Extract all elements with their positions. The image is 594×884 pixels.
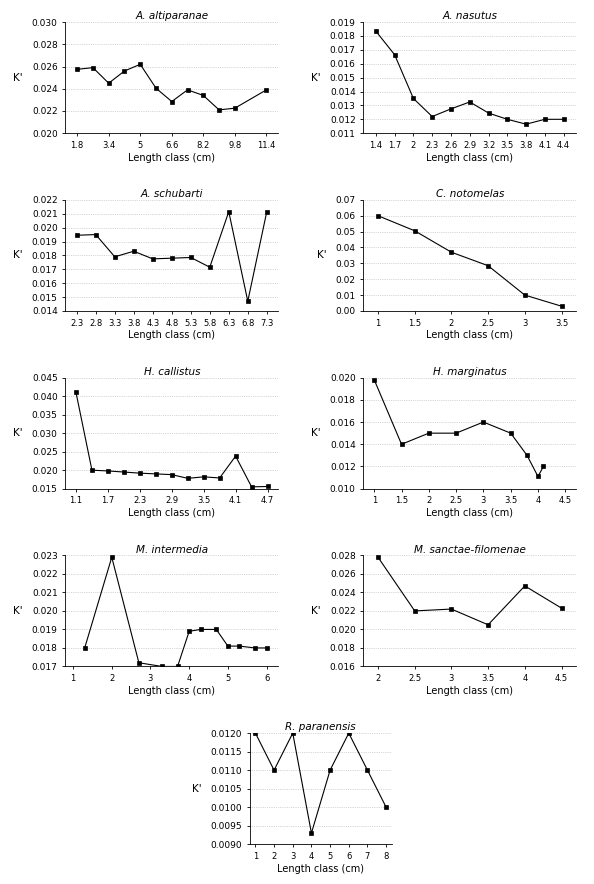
X-axis label: Length class (cm): Length class (cm): [128, 331, 215, 340]
X-axis label: Length class (cm): Length class (cm): [128, 508, 215, 518]
Y-axis label: K': K': [317, 250, 327, 261]
X-axis label: Length class (cm): Length class (cm): [128, 686, 215, 696]
Y-axis label: K': K': [311, 72, 321, 82]
Title: A. altiparanae: A. altiparanae: [135, 11, 208, 21]
Y-axis label: K': K': [13, 428, 23, 438]
Y-axis label: K': K': [311, 428, 321, 438]
X-axis label: Length class (cm): Length class (cm): [426, 686, 513, 696]
Title: C. notomelas: C. notomelas: [435, 189, 504, 199]
Title: H. marginatus: H. marginatus: [433, 367, 507, 377]
Title: M. intermedia: M. intermedia: [135, 545, 208, 554]
Y-axis label: K': K': [13, 72, 23, 82]
Title: R. paranensis: R. paranensis: [286, 722, 356, 732]
X-axis label: Length class (cm): Length class (cm): [426, 153, 513, 163]
Y-axis label: K': K': [13, 250, 23, 261]
X-axis label: Length class (cm): Length class (cm): [426, 508, 513, 518]
X-axis label: Length class (cm): Length class (cm): [128, 153, 215, 163]
X-axis label: Length class (cm): Length class (cm): [426, 331, 513, 340]
Title: A. schubarti: A. schubarti: [141, 189, 203, 199]
Y-axis label: K': K': [192, 784, 201, 794]
Title: M. sanctae-filomenae: M. sanctae-filomenae: [414, 545, 526, 554]
Y-axis label: K': K': [311, 606, 321, 616]
X-axis label: Length class (cm): Length class (cm): [277, 864, 364, 873]
Y-axis label: K': K': [13, 606, 23, 616]
Title: H. callistus: H. callistus: [144, 367, 200, 377]
Title: A. nasutus: A. nasutus: [443, 11, 497, 21]
